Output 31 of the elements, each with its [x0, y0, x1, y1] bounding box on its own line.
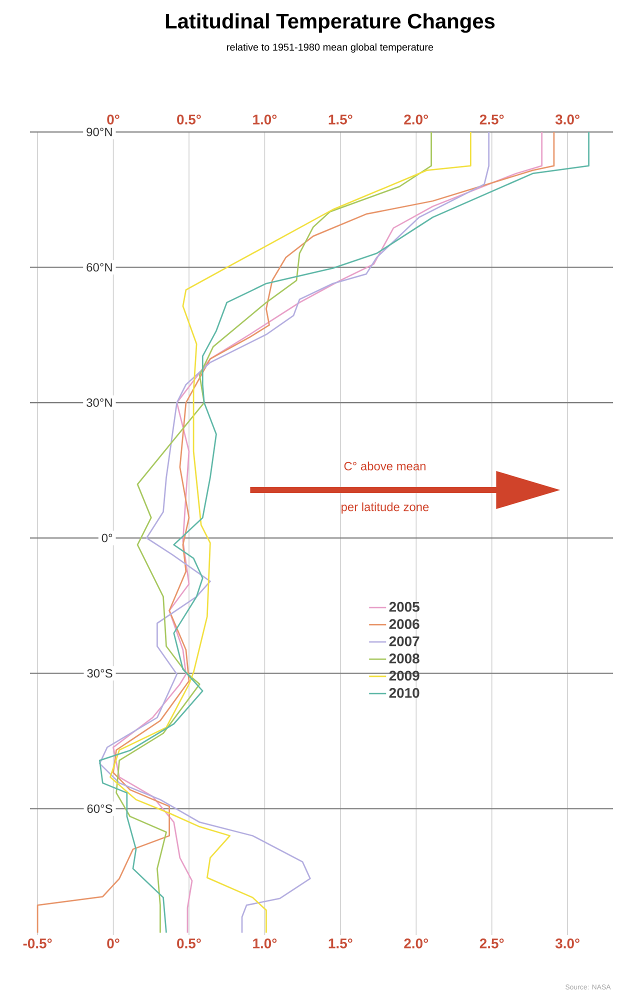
x-tick-label: 3.0°	[555, 938, 580, 948]
y-tick-label: 30°N	[86, 398, 112, 407]
x-tick-label: 0°	[107, 938, 120, 948]
legend-label: 2010	[389, 688, 420, 698]
legend-label: 2005	[389, 602, 420, 612]
legend-label: 2009	[389, 670, 420, 681]
y-tick-label: 60°S	[87, 804, 112, 813]
x2-tick-label: 2.5°	[480, 114, 504, 124]
y-tick-label: 90°N	[86, 128, 112, 136]
y-tick-label: 0°	[102, 534, 112, 542]
x-tick-label: -0.5°	[23, 938, 52, 948]
x2-tick-label: 0.5°	[177, 114, 201, 124]
annotation: per latitude zone	[342, 502, 429, 514]
x2-tick-label: 1.0°	[253, 114, 277, 124]
legend-label: 2008	[389, 654, 420, 664]
x-tick-label: 2.5°	[480, 938, 504, 948]
x2-tick-label: 1.5°	[328, 114, 352, 124]
y-tick-label: 60°N	[86, 263, 112, 272]
x2-tick-label: 3.0°	[555, 114, 580, 124]
chart-subtitle: relative to 1951-1980 mean global temperature	[227, 43, 434, 53]
x-tick-label: 1.5°	[328, 938, 352, 948]
chart-title: Latitudinal Temperature Changes	[166, 13, 495, 33]
annotation: C° above mean	[344, 462, 426, 470]
x2-tick-label: 0°	[107, 114, 120, 124]
x-tick-label: 1.0°	[253, 938, 277, 948]
x-tick-label: 2.0°	[404, 938, 428, 948]
x-tick-label: 0.5°	[177, 938, 201, 948]
legend-label: 2007	[389, 636, 420, 646]
y-tick-label: 30°S	[87, 669, 112, 678]
legend-label: 2006	[389, 619, 420, 629]
x2-tick-label: 2.0°	[404, 114, 428, 124]
